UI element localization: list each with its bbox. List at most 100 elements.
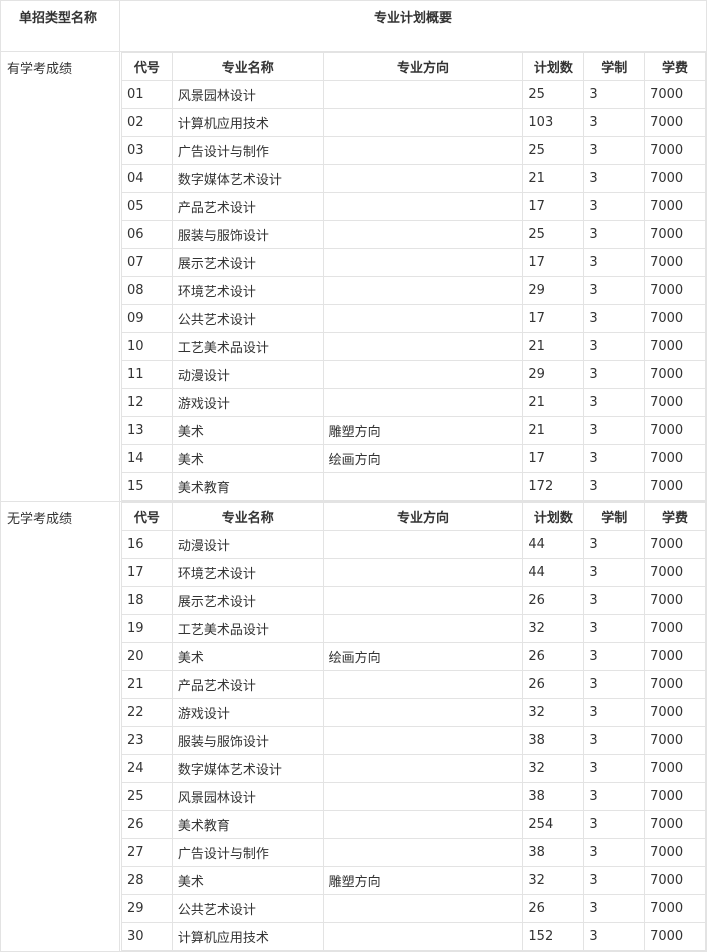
plan-count-cell: 21	[522, 416, 585, 445]
table-row: 02 计算机应用技术 103 3 7000	[121, 108, 706, 137]
code-cell: 19	[121, 614, 173, 643]
tuition-cell: 7000	[644, 558, 706, 587]
table-row: 16 动漫设计 44 3 7000	[121, 530, 706, 559]
major-name-cell: 计算机应用技术	[171, 922, 324, 951]
table-row: 27 广告设计与制作 38 3 7000	[121, 838, 706, 867]
code-cell: 21	[121, 670, 173, 699]
code-cell: 10	[121, 332, 173, 361]
direction-cell	[322, 388, 524, 417]
tuition-cell: 7000	[644, 866, 706, 895]
plan-count-cell: 25	[522, 220, 585, 249]
direction-cell: 绘画方向	[322, 444, 524, 473]
code-cell: 25	[121, 782, 173, 811]
direction-cell	[322, 810, 524, 839]
plan-count-cell: 254	[522, 810, 585, 839]
direction-cell	[322, 894, 524, 923]
section-row: 有学考成绩 代号 专业名称 专业方向 计划数 学制 学费 01 风景园林设计 25 3 7000 02 计…	[0, 51, 707, 502]
code-cell: 29	[121, 894, 173, 923]
table-row: 25 风景园林设计 38 3 7000	[121, 782, 706, 811]
tuition-cell: 7000	[644, 726, 706, 755]
duration-cell: 3	[583, 416, 646, 445]
plan-count-cell: 26	[522, 670, 585, 699]
code-cell: 24	[121, 754, 173, 783]
direction-cell	[322, 838, 524, 867]
duration-cell: 3	[583, 192, 646, 221]
tuition-cell: 7000	[644, 530, 706, 559]
table-row: 13 美术 雕塑方向 21 3 7000	[121, 416, 706, 445]
tuition-cell: 7000	[644, 192, 706, 221]
duration-cell: 3	[583, 388, 646, 417]
table-row: 18 展示艺术设计 26 3 7000	[121, 586, 706, 615]
tuition-cell: 7000	[644, 586, 706, 615]
duration-cell: 3	[583, 838, 646, 867]
tuition-cell: 7000	[644, 304, 706, 333]
duration-cell: 3	[583, 894, 646, 923]
column-header-row: 代号 专业名称 专业方向 计划数 学制 学费	[121, 52, 706, 81]
direction-cell	[322, 922, 524, 951]
major-table: 代号 专业名称 专业方向 计划数 学制 学费 16 动漫设计 44 3 7000 17 环境艺术设计 44…	[121, 502, 706, 951]
major-name-cell: 展示艺术设计	[171, 586, 324, 615]
direction-cell	[322, 220, 524, 249]
plan-count-cell: 152	[522, 922, 585, 951]
code-cell: 14	[121, 444, 173, 473]
duration-cell: 3	[583, 332, 646, 361]
direction-cell	[322, 472, 524, 501]
plan-count-cell: 21	[522, 164, 585, 193]
table-row: 20 美术 绘画方向 26 3 7000	[121, 642, 706, 671]
duration-cell: 3	[583, 698, 646, 727]
plan-count-cell: 21	[522, 388, 585, 417]
tuition-cell: 7000	[644, 922, 706, 951]
table-row: 06 服装与服饰设计 25 3 7000	[121, 220, 706, 249]
plan-count-cell: 26	[522, 894, 585, 923]
plan-count-cell: 44	[522, 530, 585, 559]
code-cell: 26	[121, 810, 173, 839]
tuition-cell: 7000	[644, 416, 706, 445]
major-name-cell: 广告设计与制作	[171, 838, 324, 867]
tuition-cell: 7000	[644, 472, 706, 501]
major-name-cell: 游戏设计	[171, 388, 324, 417]
major-name-cell: 展示艺术设计	[171, 248, 324, 277]
category-cell: 有学考成绩	[0, 51, 120, 502]
duration-cell: 3	[583, 810, 646, 839]
header-row: 单招类型名称 专业计划概要	[0, 0, 707, 52]
column-header-tuition: 学费	[644, 52, 706, 81]
tuition-cell: 7000	[644, 894, 706, 923]
overview-header: 专业计划概要	[119, 0, 707, 52]
major-name-cell: 公共艺术设计	[171, 894, 324, 923]
type-name-header: 单招类型名称	[0, 0, 120, 52]
direction-cell	[322, 782, 524, 811]
plan-count-cell: 172	[522, 472, 585, 501]
direction-cell	[322, 726, 524, 755]
plan-count-cell: 38	[522, 726, 585, 755]
duration-cell: 3	[583, 670, 646, 699]
major-name-cell: 产品艺术设计	[171, 670, 324, 699]
direction-cell	[322, 304, 524, 333]
code-cell: 22	[121, 698, 173, 727]
code-cell: 02	[121, 108, 173, 137]
duration-cell: 3	[583, 136, 646, 165]
duration-cell: 3	[583, 360, 646, 389]
direction-cell	[322, 530, 524, 559]
duration-cell: 3	[583, 586, 646, 615]
table-row: 14 美术 绘画方向 17 3 7000	[121, 444, 706, 473]
code-cell: 11	[121, 360, 173, 389]
direction-cell: 雕塑方向	[322, 866, 524, 895]
code-cell: 13	[121, 416, 173, 445]
table-row: 29 公共艺术设计 26 3 7000	[121, 894, 706, 923]
major-name-cell: 风景园林设计	[171, 80, 324, 109]
direction-cell	[322, 192, 524, 221]
direction-cell	[322, 80, 524, 109]
table-row: 05 产品艺术设计 17 3 7000	[121, 192, 706, 221]
tuition-cell: 7000	[644, 388, 706, 417]
duration-cell: 3	[583, 530, 646, 559]
duration-cell: 3	[583, 248, 646, 277]
code-cell: 27	[121, 838, 173, 867]
duration-cell: 3	[583, 782, 646, 811]
duration-cell: 3	[583, 472, 646, 501]
code-cell: 03	[121, 136, 173, 165]
major-name-cell: 动漫设计	[171, 360, 324, 389]
major-name-cell: 计算机应用技术	[171, 108, 324, 137]
tuition-cell: 7000	[644, 164, 706, 193]
table-row: 07 展示艺术设计 17 3 7000	[121, 248, 706, 277]
